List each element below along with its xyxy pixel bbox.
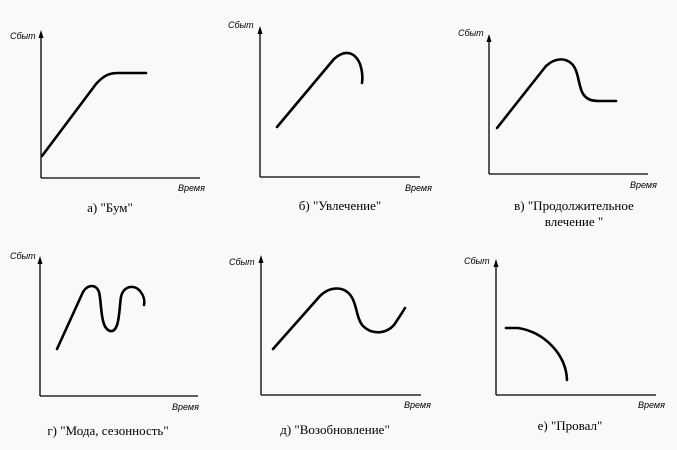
caption-fad: б) "Увлечение" [270, 198, 410, 214]
caption-line: е) "Провал" [537, 418, 603, 433]
chart-revival: Сбыт Время [229, 255, 431, 410]
caption-line: влечение " [544, 214, 604, 229]
caption-long-attraction: в) "Продолжительное влечение " [490, 198, 658, 230]
x-axis-label: Время [178, 183, 205, 193]
sales-curve [275, 51, 364, 129]
caption-revival: д) "Возобновление" [255, 422, 415, 438]
y-axis-label: Сбыт [228, 20, 254, 30]
y-axis-arrow-icon [257, 26, 263, 34]
y-axis-arrow-icon [493, 259, 499, 267]
sales-curve [55, 284, 146, 351]
x-axis-label: Время [405, 183, 432, 193]
x-axis-label: Время [630, 180, 657, 190]
caption-boom: а) "Бум" [55, 200, 165, 216]
y-axis-arrow-icon [37, 256, 43, 264]
chart-failure: Сбыт Время [464, 256, 665, 410]
caption-seasonality: г) "Мода, сезонность" [18, 423, 198, 439]
caption-line: б) "Увлечение" [298, 198, 382, 213]
y-axis-arrow-icon [258, 255, 264, 263]
y-axis-label: Сбыт [464, 256, 490, 266]
caption-line: г) "Мода, сезонность" [47, 423, 169, 438]
y-axis-arrow-icon [38, 30, 44, 38]
caption-line: а) "Бум" [87, 200, 133, 215]
chart-boom: Сбыт Время [10, 30, 205, 193]
y-axis-arrow-icon [486, 34, 492, 42]
y-axis-label: Сбыт [458, 28, 484, 38]
chart-fad: Сбыт Время [228, 20, 432, 193]
caption-failure: е) "Провал" [510, 418, 630, 434]
x-axis-label: Время [638, 400, 665, 410]
caption-line: д) "Возобновление" [280, 422, 390, 437]
y-axis-label: Сбыт [229, 257, 255, 267]
caption-line: в) "Продолжительное [514, 198, 634, 213]
y-axis-label: Сбыт [10, 31, 36, 41]
sales-curve [271, 287, 407, 351]
chart-seasonality: Сбыт Время [10, 251, 199, 412]
x-axis-label: Время [404, 400, 431, 410]
y-axis-label: Сбыт [10, 251, 36, 261]
x-axis-label: Время [172, 402, 199, 412]
sales-curve [495, 58, 618, 130]
sales-curve [40, 71, 148, 158]
sales-curve [504, 326, 569, 382]
chart-long-attraction: Сбыт Время [458, 28, 657, 190]
